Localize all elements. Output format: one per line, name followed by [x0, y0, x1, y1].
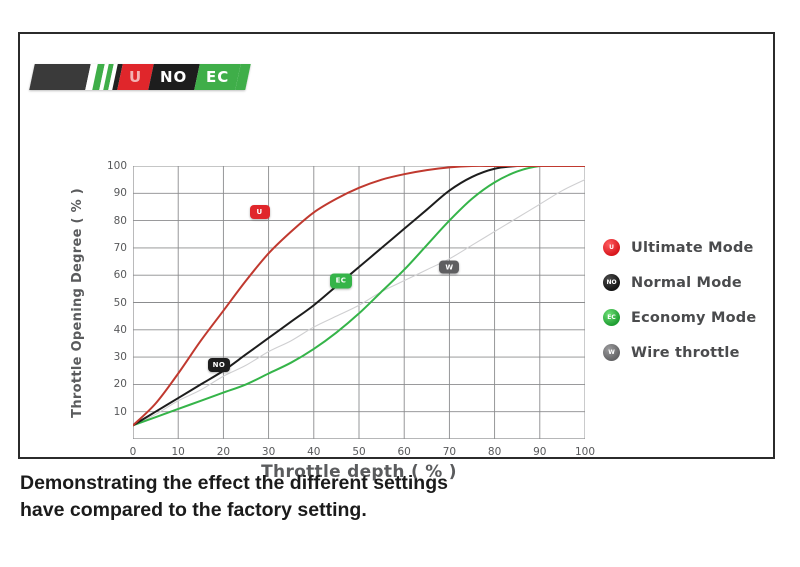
x-tick-label: 60	[397, 446, 411, 458]
legend-item-label: Normal Mode	[631, 274, 742, 291]
y-axis-title: Throttle Opening Degree ( % )	[66, 166, 88, 439]
y-tick-label: 60	[113, 269, 127, 282]
x-tick-label: 0	[129, 446, 137, 458]
legend-marker-icon: EC	[603, 309, 620, 326]
x-tick-label: 10	[171, 446, 185, 458]
x-tick-label: 30	[261, 446, 276, 458]
legend-item-label: Wire throttle	[631, 344, 740, 361]
brand-segment-ec: EC	[193, 64, 241, 90]
curve-badge-ec: EC	[329, 273, 352, 289]
caption-line-2: have compared to the factory setting.	[20, 498, 367, 521]
x-tick-label: 20	[216, 446, 231, 458]
curve-badge-w: W	[439, 260, 460, 274]
legend-marker-icon: U	[603, 239, 620, 256]
legend-item-label: Economy Mode	[631, 309, 757, 326]
legend-item[interactable]: U Ultimate Mode	[603, 239, 783, 256]
caption-line-1: Demonstrating the effect the different s…	[20, 472, 448, 494]
y-tick-label: 20	[113, 378, 127, 391]
y-tick-label: 70	[113, 241, 127, 254]
series-line	[133, 179, 585, 426]
y-tick-label: 10	[113, 405, 127, 418]
legend-marker-icon: W	[603, 344, 620, 361]
legend-marker-icon: NO	[603, 274, 620, 291]
legend-item[interactable]: EC Economy Mode	[603, 309, 783, 326]
x-axis-title: Throttle depth ( % )	[261, 462, 457, 482]
plot-area: 10 20 30 40 50 60 70 80 90 100 0 10 20 30 40 50 60 70 80 9…	[107, 160, 595, 458]
y-tick-label: 50	[113, 296, 127, 309]
x-tick-label: 100	[574, 446, 596, 458]
series-line	[133, 166, 585, 427]
y-tick-label: 100	[106, 160, 127, 172]
series-line	[133, 166, 585, 427]
chart-legend: U Ultimate Mode NO Normal Mode EC Economy Mod…	[603, 239, 783, 379]
legend-item[interactable]: NO Normal Mode	[603, 274, 783, 291]
legend-item-label: Ultimate Mode	[631, 239, 754, 256]
y-tick-label: 30	[113, 351, 127, 364]
brand-segment-u-text: U	[129, 68, 143, 86]
legend-item[interactable]: W Wire throttle	[603, 344, 783, 361]
brand-banner: U NO EC	[29, 64, 251, 90]
curve-badge-no: NO	[207, 358, 230, 373]
y-axis-title-text: Throttle Opening Degree ( % )	[69, 187, 85, 418]
x-tick-label: 50	[352, 446, 366, 458]
brand-segment-no-text: NO	[160, 68, 188, 86]
y-tick-label: 80	[113, 214, 127, 227]
brand-segment-ec-text: EC	[205, 68, 229, 86]
x-tick-label: 80	[487, 446, 502, 458]
brand-dark-block	[29, 64, 91, 90]
y-tick-label: 40	[113, 323, 127, 336]
x-tick-label: 90	[533, 446, 547, 458]
x-tick-label: 40	[307, 446, 321, 458]
x-tick-label: 70	[442, 446, 457, 458]
caption: Demonstrating the effect the different s…	[20, 470, 720, 524]
chart-card: U NO EC Throttle Opening Degree ( % ) 10…	[18, 32, 775, 482]
y-tick-label: 90	[113, 187, 127, 200]
brand-segment-no: NO	[148, 64, 200, 90]
chart-svg	[133, 166, 585, 439]
curve-badge-u: U	[249, 205, 270, 220]
